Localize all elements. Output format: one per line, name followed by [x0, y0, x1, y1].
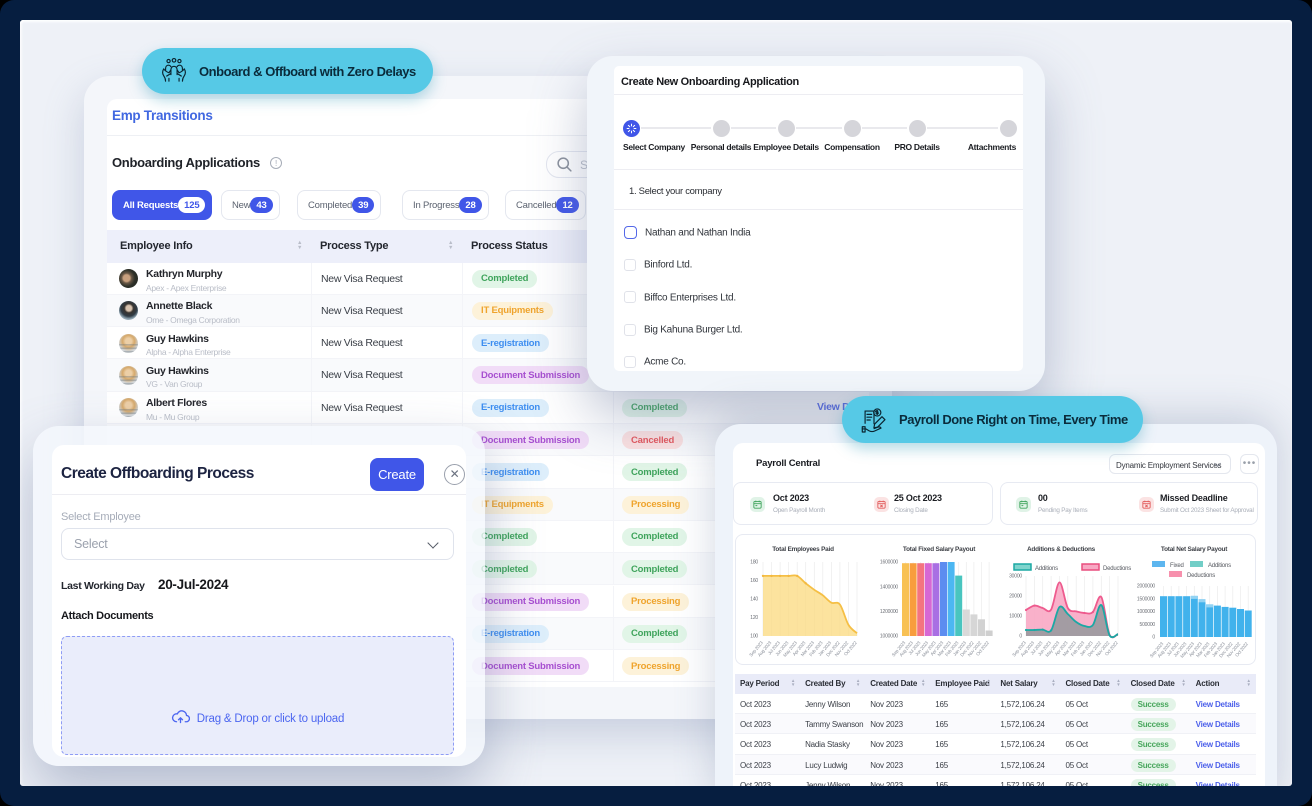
svg-text:Additions: Additions [1208, 563, 1231, 569]
svg-text:1500000: 1500000 [1137, 596, 1155, 602]
svg-text:1000000: 1000000 [1137, 609, 1155, 615]
svg-text:1000000: 1000000 [880, 634, 898, 640]
svg-text:140: 140 [750, 597, 758, 603]
svg-text:Total Fixed Salary Payout: Total Fixed Salary Payout [903, 546, 976, 553]
svg-text:30000: 30000 [1009, 574, 1022, 580]
svg-text:0: 0 [1152, 635, 1155, 641]
svg-text:1600000: 1600000 [880, 560, 898, 566]
svg-text:Additions: Additions [1035, 566, 1058, 572]
svg-text:120: 120 [750, 615, 758, 621]
svg-text:180: 180 [750, 560, 758, 566]
svg-text:0: 0 [1019, 634, 1022, 640]
svg-text:160: 160 [750, 578, 758, 584]
svg-text:Total Employees Paid: Total Employees Paid [772, 546, 834, 553]
svg-text:1400000: 1400000 [880, 584, 898, 590]
svg-text:Total Net Salary Payout: Total Net Salary Payout [1161, 546, 1228, 553]
svg-text:500000: 500000 [1140, 622, 1156, 628]
svg-text:20000: 20000 [1009, 594, 1022, 600]
svg-text:1200000: 1200000 [880, 609, 898, 615]
svg-text:Deductions: Deductions [1103, 566, 1131, 572]
svg-text:2000000: 2000000 [1137, 584, 1155, 590]
svg-text:10000: 10000 [1009, 614, 1022, 620]
svg-text:Fixed: Fixed [1170, 563, 1184, 569]
svg-text:Deductions: Deductions [1187, 573, 1215, 579]
svg-text:100: 100 [750, 634, 758, 640]
svg-text:Additions & Deductions: Additions & Deductions [1027, 546, 1096, 553]
